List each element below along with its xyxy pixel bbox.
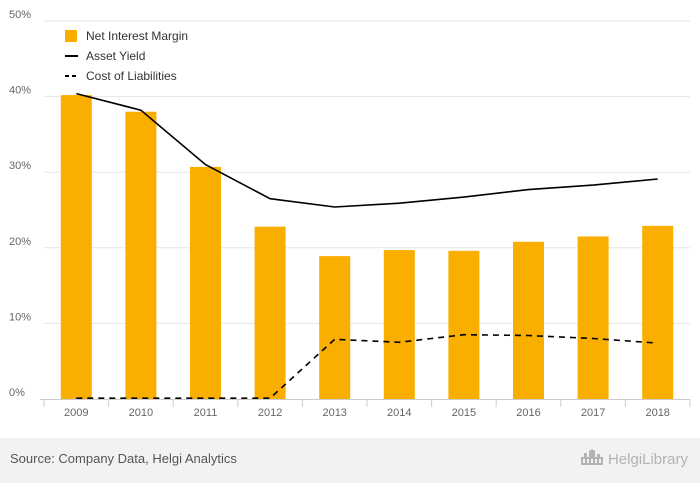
legend-label[interactable]: Cost of Liabilities [86,69,177,83]
y-tick-label: 40% [9,85,31,97]
footer: Source: Company Data, Helgi Analytics He… [0,438,700,483]
x-axis: 2009 2010 2011 2012 2013 2014 2015 2016 2017 2018 [40,399,691,419]
y-tick-label: 50% [9,9,31,21]
brand[interactable]: HelgiLibrary [580,448,688,470]
y-axis: 0% 10% 20% 30% 40% 50% [9,9,31,399]
legend-swatch-bar [65,30,77,42]
x-tick-label: 2011 [194,407,218,419]
brand-label: HelgiLibrary [607,450,688,468]
y-tick-label: 0% [9,387,25,399]
bar-2012[interactable] [254,226,286,399]
bar-2017[interactable] [577,236,609,399]
line-cost-of-liabilities[interactable] [76,333,658,399]
chart: 0%10%20%30%40%50% 2009 2010 2011 2012 2013 20… [9,9,691,419]
x-tick-label: 2009 [64,407,88,419]
x-tick-label: 2012 [258,407,282,419]
helgi-building-icon [580,448,604,470]
legend: Net Interest Margin Asset Yield Cost of Li… [65,29,188,83]
bar-2015[interactable] [448,250,480,399]
x-tick-label: 2016 [516,407,540,419]
x-tick-label: 2010 [129,407,153,419]
bar-2018[interactable] [642,225,674,399]
y-tick-label: 10% [9,311,31,323]
bar-2009[interactable] [60,95,92,399]
bar-2011[interactable] [190,166,221,399]
y-tick-label: 30% [9,160,31,172]
x-tick-label: 2015 [452,407,476,419]
y-tick-label: 20% [9,236,31,248]
bar-2013[interactable] [319,256,351,399]
source-text: Source: Company Data, Helgi Analytics [10,451,237,466]
bar-2016[interactable] [513,241,544,399]
x-tick-label: 2018 [645,407,669,419]
legend-label[interactable]: Net Interest Margin [86,29,188,43]
bar-2010[interactable] [125,111,157,399]
bars-net-interest-margin [60,95,674,399]
legend-label[interactable]: Asset Yield [86,49,145,63]
x-tick-label: 2013 [322,407,346,419]
line-asset-yield[interactable] [76,92,658,208]
x-tick-label: 2017 [581,407,605,419]
bar-2014[interactable] [383,250,415,399]
x-tick-label: 2014 [387,407,411,419]
lines [76,92,658,399]
